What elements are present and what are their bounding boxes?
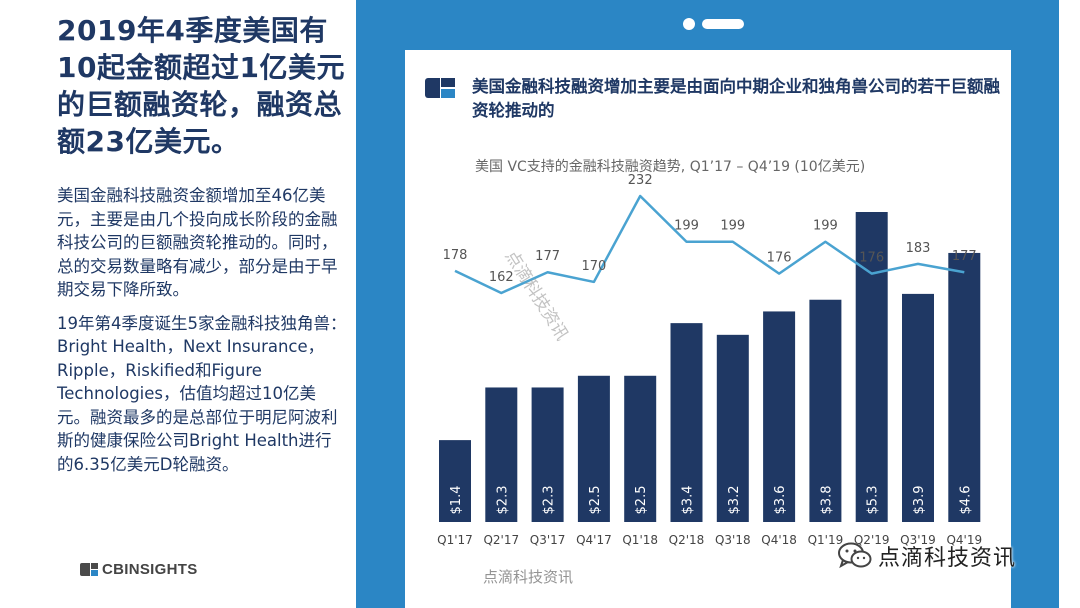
bar-value-label: $2.5 <box>634 486 649 515</box>
bar-value-label: $5.3 <box>866 486 881 515</box>
camera-dot <box>683 18 695 30</box>
bar-Q2'17 <box>485 387 518 522</box>
cbinsights-logo: CBINSIGHTS <box>80 561 198 578</box>
line-value-label: 170 <box>581 259 606 274</box>
bar-value-label: $3.8 <box>819 486 834 515</box>
chart-card: 美国金融科技融资增加主要是由面向中期企业和独角兽公司的若干巨额融资轮推动的 美国… <box>405 50 1011 608</box>
left-column: 2019年4季度美国有10起金额超过1亿美元的巨额融资轮，融资总额23亿美元。 … <box>57 12 347 476</box>
x-tick-label: Q2'18 <box>669 533 705 547</box>
line-value-label: 199 <box>720 219 745 234</box>
bar-Q4'18 <box>763 311 796 522</box>
logo-text: CBINSIGHTS <box>102 561 198 578</box>
x-tick-label: Q4'17 <box>576 533 612 547</box>
bar-Q1'17 <box>439 440 471 522</box>
speaker-bar <box>702 19 744 29</box>
wechat-watermark: 点滴科技资讯 <box>838 540 1016 572</box>
bar-value-label: $3.2 <box>727 486 742 515</box>
x-tick-label: Q2'17 <box>483 533 519 547</box>
x-tick-label: Q3'19 <box>900 533 936 547</box>
line-value-label: 177 <box>535 249 560 264</box>
bar-Q4'19 <box>948 252 981 522</box>
bar-Q2'19 <box>855 212 888 522</box>
x-tick-label: Q1'18 <box>622 533 658 547</box>
bar-value-label: $2.3 <box>542 486 557 515</box>
line-value-label: 183 <box>906 241 931 256</box>
cbinsights-card-icon <box>425 78 455 98</box>
x-tick-label: Q3'17 <box>530 533 566 547</box>
line-value-label: 176 <box>859 251 884 266</box>
bar-value-label: $3.4 <box>681 486 696 515</box>
bar-Q1'18 <box>624 375 657 522</box>
bar-value-label: $4.6 <box>958 486 973 515</box>
bar-Q3'17 <box>531 387 564 522</box>
headline: 2019年4季度美国有10起金额超过1亿美元的巨额融资轮，融资总额23亿美元。 <box>57 14 345 158</box>
bar-value-label: $2.5 <box>588 486 603 515</box>
x-tick-label: Q4'18 <box>761 533 797 547</box>
bar-Q4'17 <box>577 375 610 522</box>
x-tick-label: Q1'17 <box>437 533 473 547</box>
cbinsights-logo-icon <box>80 563 98 576</box>
chart-title: 美国 VC支持的金融科技融资趋势, Q1’17 – Q4’19 (10亿美元) <box>475 159 866 175</box>
deal-count-line <box>454 194 965 295</box>
card-title: 美国金融科技融资增加主要是由面向中期企业和独角兽公司的若干巨额融资轮推动的 <box>472 77 1000 120</box>
line-value-label: 199 <box>674 219 699 234</box>
bar-value-label: $1.4 <box>449 486 464 515</box>
bar-value-label: $2.3 <box>495 486 510 515</box>
line-value-label: 199 <box>813 219 838 234</box>
bar-Q2'18 <box>670 323 703 522</box>
bar-Q3'18 <box>716 334 749 522</box>
x-tick-label: Q1'19 <box>808 533 844 547</box>
line-value-label: 177 <box>952 249 977 264</box>
line-value-label: 178 <box>443 248 468 263</box>
line-value-label: 176 <box>767 251 792 266</box>
paragraph-funding: 美国金融科技融资金额增加至46亿美元，主要是由几个投向成长阶段的金融科技公司的巨… <box>57 186 338 299</box>
bar-Q1'19 <box>809 299 842 522</box>
bar-Q3'19 <box>902 293 934 522</box>
x-tick-label: Q2'19 <box>854 533 890 547</box>
x-tick-label: Q3'18 <box>715 533 751 547</box>
wechat-icon <box>838 542 872 569</box>
paragraph-unicorns: 19年第4季度诞生5家金融科技独角兽：Bright Health，Next In… <box>57 313 347 474</box>
bar-value-label: $3.9 <box>912 486 927 515</box>
tablet-frame: 美国金融科技融资增加主要是由面向中期企业和独角兽公司的若干巨额融资轮推动的 美国… <box>356 0 1059 608</box>
x-tick-label: Q4'19 <box>946 533 982 547</box>
line-value-label: 232 <box>628 173 653 188</box>
wechat-text: 点滴科技资讯 <box>878 546 1017 571</box>
line-value-label: 162 <box>489 270 514 285</box>
bar-value-label: $3.6 <box>773 486 788 515</box>
bottom-watermark: 点滴科技资讯 <box>483 568 574 586</box>
chart: $1.4 $2.3 $2.3 $2.5 $2.5 $3.4 $3.2 $3.6 $3.8 $5.3… <box>437 173 982 547</box>
